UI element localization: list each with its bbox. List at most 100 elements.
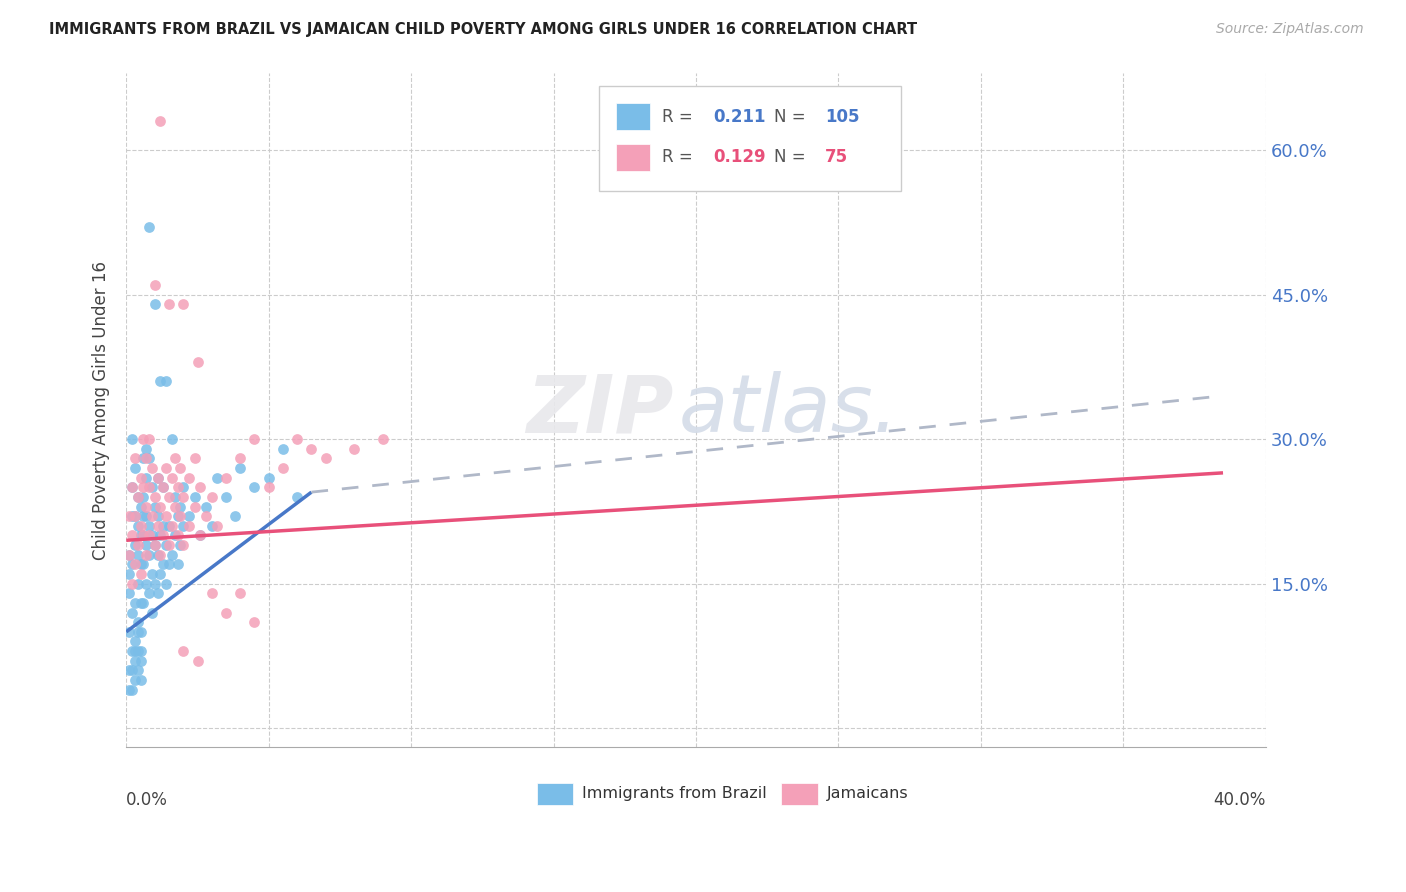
Point xyxy=(229,451,252,466)
Point xyxy=(152,519,174,533)
Point xyxy=(138,432,160,446)
Point xyxy=(169,461,191,475)
Point xyxy=(143,277,166,292)
Text: N =: N = xyxy=(773,148,810,166)
Point xyxy=(124,451,146,466)
Bar xyxy=(537,783,574,805)
Point xyxy=(124,461,146,475)
Point xyxy=(201,490,224,504)
Point xyxy=(141,606,163,620)
Point xyxy=(132,480,155,494)
Bar xyxy=(782,783,818,805)
Point xyxy=(215,490,238,504)
Point xyxy=(183,500,205,514)
Point xyxy=(271,461,294,475)
Point xyxy=(149,548,172,562)
Text: ZIP: ZIP xyxy=(526,371,673,450)
Point xyxy=(215,470,238,484)
Point xyxy=(207,519,229,533)
Point xyxy=(155,538,177,552)
Point xyxy=(141,528,163,542)
Point xyxy=(146,470,169,484)
Point xyxy=(160,519,183,533)
Point xyxy=(157,538,180,552)
Point xyxy=(124,558,146,572)
Y-axis label: Child Poverty Among Girls Under 16: Child Poverty Among Girls Under 16 xyxy=(93,260,110,559)
Point xyxy=(166,558,188,572)
Point xyxy=(121,480,143,494)
Point xyxy=(172,644,194,658)
Point xyxy=(135,548,157,562)
Point xyxy=(201,519,224,533)
Point xyxy=(166,480,188,494)
Point xyxy=(163,490,186,504)
Point xyxy=(160,470,183,484)
Text: R =: R = xyxy=(662,108,697,126)
Point xyxy=(371,432,394,446)
Point xyxy=(127,490,149,504)
Point xyxy=(163,500,186,514)
Point xyxy=(177,470,200,484)
Point xyxy=(132,451,155,466)
Text: 0.129: 0.129 xyxy=(713,148,766,166)
Point xyxy=(127,538,149,552)
Point xyxy=(132,432,155,446)
Point xyxy=(127,615,149,630)
Point xyxy=(132,509,155,524)
Point xyxy=(152,528,174,542)
Point xyxy=(152,480,174,494)
Point xyxy=(149,567,172,582)
Point xyxy=(118,586,141,600)
Point xyxy=(124,644,146,658)
Point xyxy=(301,442,323,456)
Point xyxy=(129,500,152,514)
Point xyxy=(118,567,141,582)
Point xyxy=(132,558,155,572)
Point xyxy=(132,596,155,610)
Bar xyxy=(616,103,651,130)
Point xyxy=(285,432,308,446)
Point xyxy=(146,470,169,484)
Point xyxy=(177,519,200,533)
Point xyxy=(129,596,152,610)
Point xyxy=(132,528,155,542)
Point xyxy=(132,528,155,542)
Point xyxy=(143,538,166,552)
FancyBboxPatch shape xyxy=(599,87,901,191)
Point xyxy=(124,634,146,648)
Point xyxy=(143,538,166,552)
Point xyxy=(129,470,152,484)
Point xyxy=(129,519,152,533)
Point xyxy=(157,558,180,572)
Point xyxy=(155,374,177,388)
Point xyxy=(121,682,143,697)
Point xyxy=(166,509,188,524)
Point xyxy=(177,509,200,524)
Point xyxy=(157,490,180,504)
Point xyxy=(152,558,174,572)
Point xyxy=(160,548,183,562)
Point xyxy=(129,673,152,687)
Point xyxy=(132,490,155,504)
Point xyxy=(183,451,205,466)
Point xyxy=(229,586,252,600)
Point xyxy=(190,528,212,542)
Point xyxy=(224,509,246,524)
Point xyxy=(163,451,186,466)
Point xyxy=(169,538,191,552)
Text: Immigrants from Brazil: Immigrants from Brazil xyxy=(582,787,766,802)
Point xyxy=(118,548,141,562)
Point xyxy=(138,548,160,562)
Point xyxy=(135,509,157,524)
Point xyxy=(135,538,157,552)
Point xyxy=(138,519,160,533)
Point xyxy=(121,509,143,524)
Point xyxy=(118,548,141,562)
Point xyxy=(138,586,160,600)
Point xyxy=(201,586,224,600)
Point xyxy=(152,480,174,494)
Point xyxy=(195,509,218,524)
Point xyxy=(257,470,280,484)
Text: atlas.: atlas. xyxy=(679,371,900,450)
Text: 0.211: 0.211 xyxy=(713,108,766,126)
